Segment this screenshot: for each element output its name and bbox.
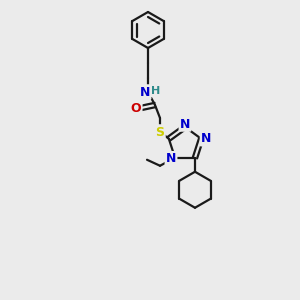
Text: O: O xyxy=(131,101,141,115)
Text: N: N xyxy=(140,85,150,98)
Text: N: N xyxy=(166,152,176,165)
Text: S: S xyxy=(155,125,164,139)
Text: N: N xyxy=(180,118,190,130)
Text: N: N xyxy=(201,132,211,145)
Text: H: H xyxy=(152,86,160,96)
